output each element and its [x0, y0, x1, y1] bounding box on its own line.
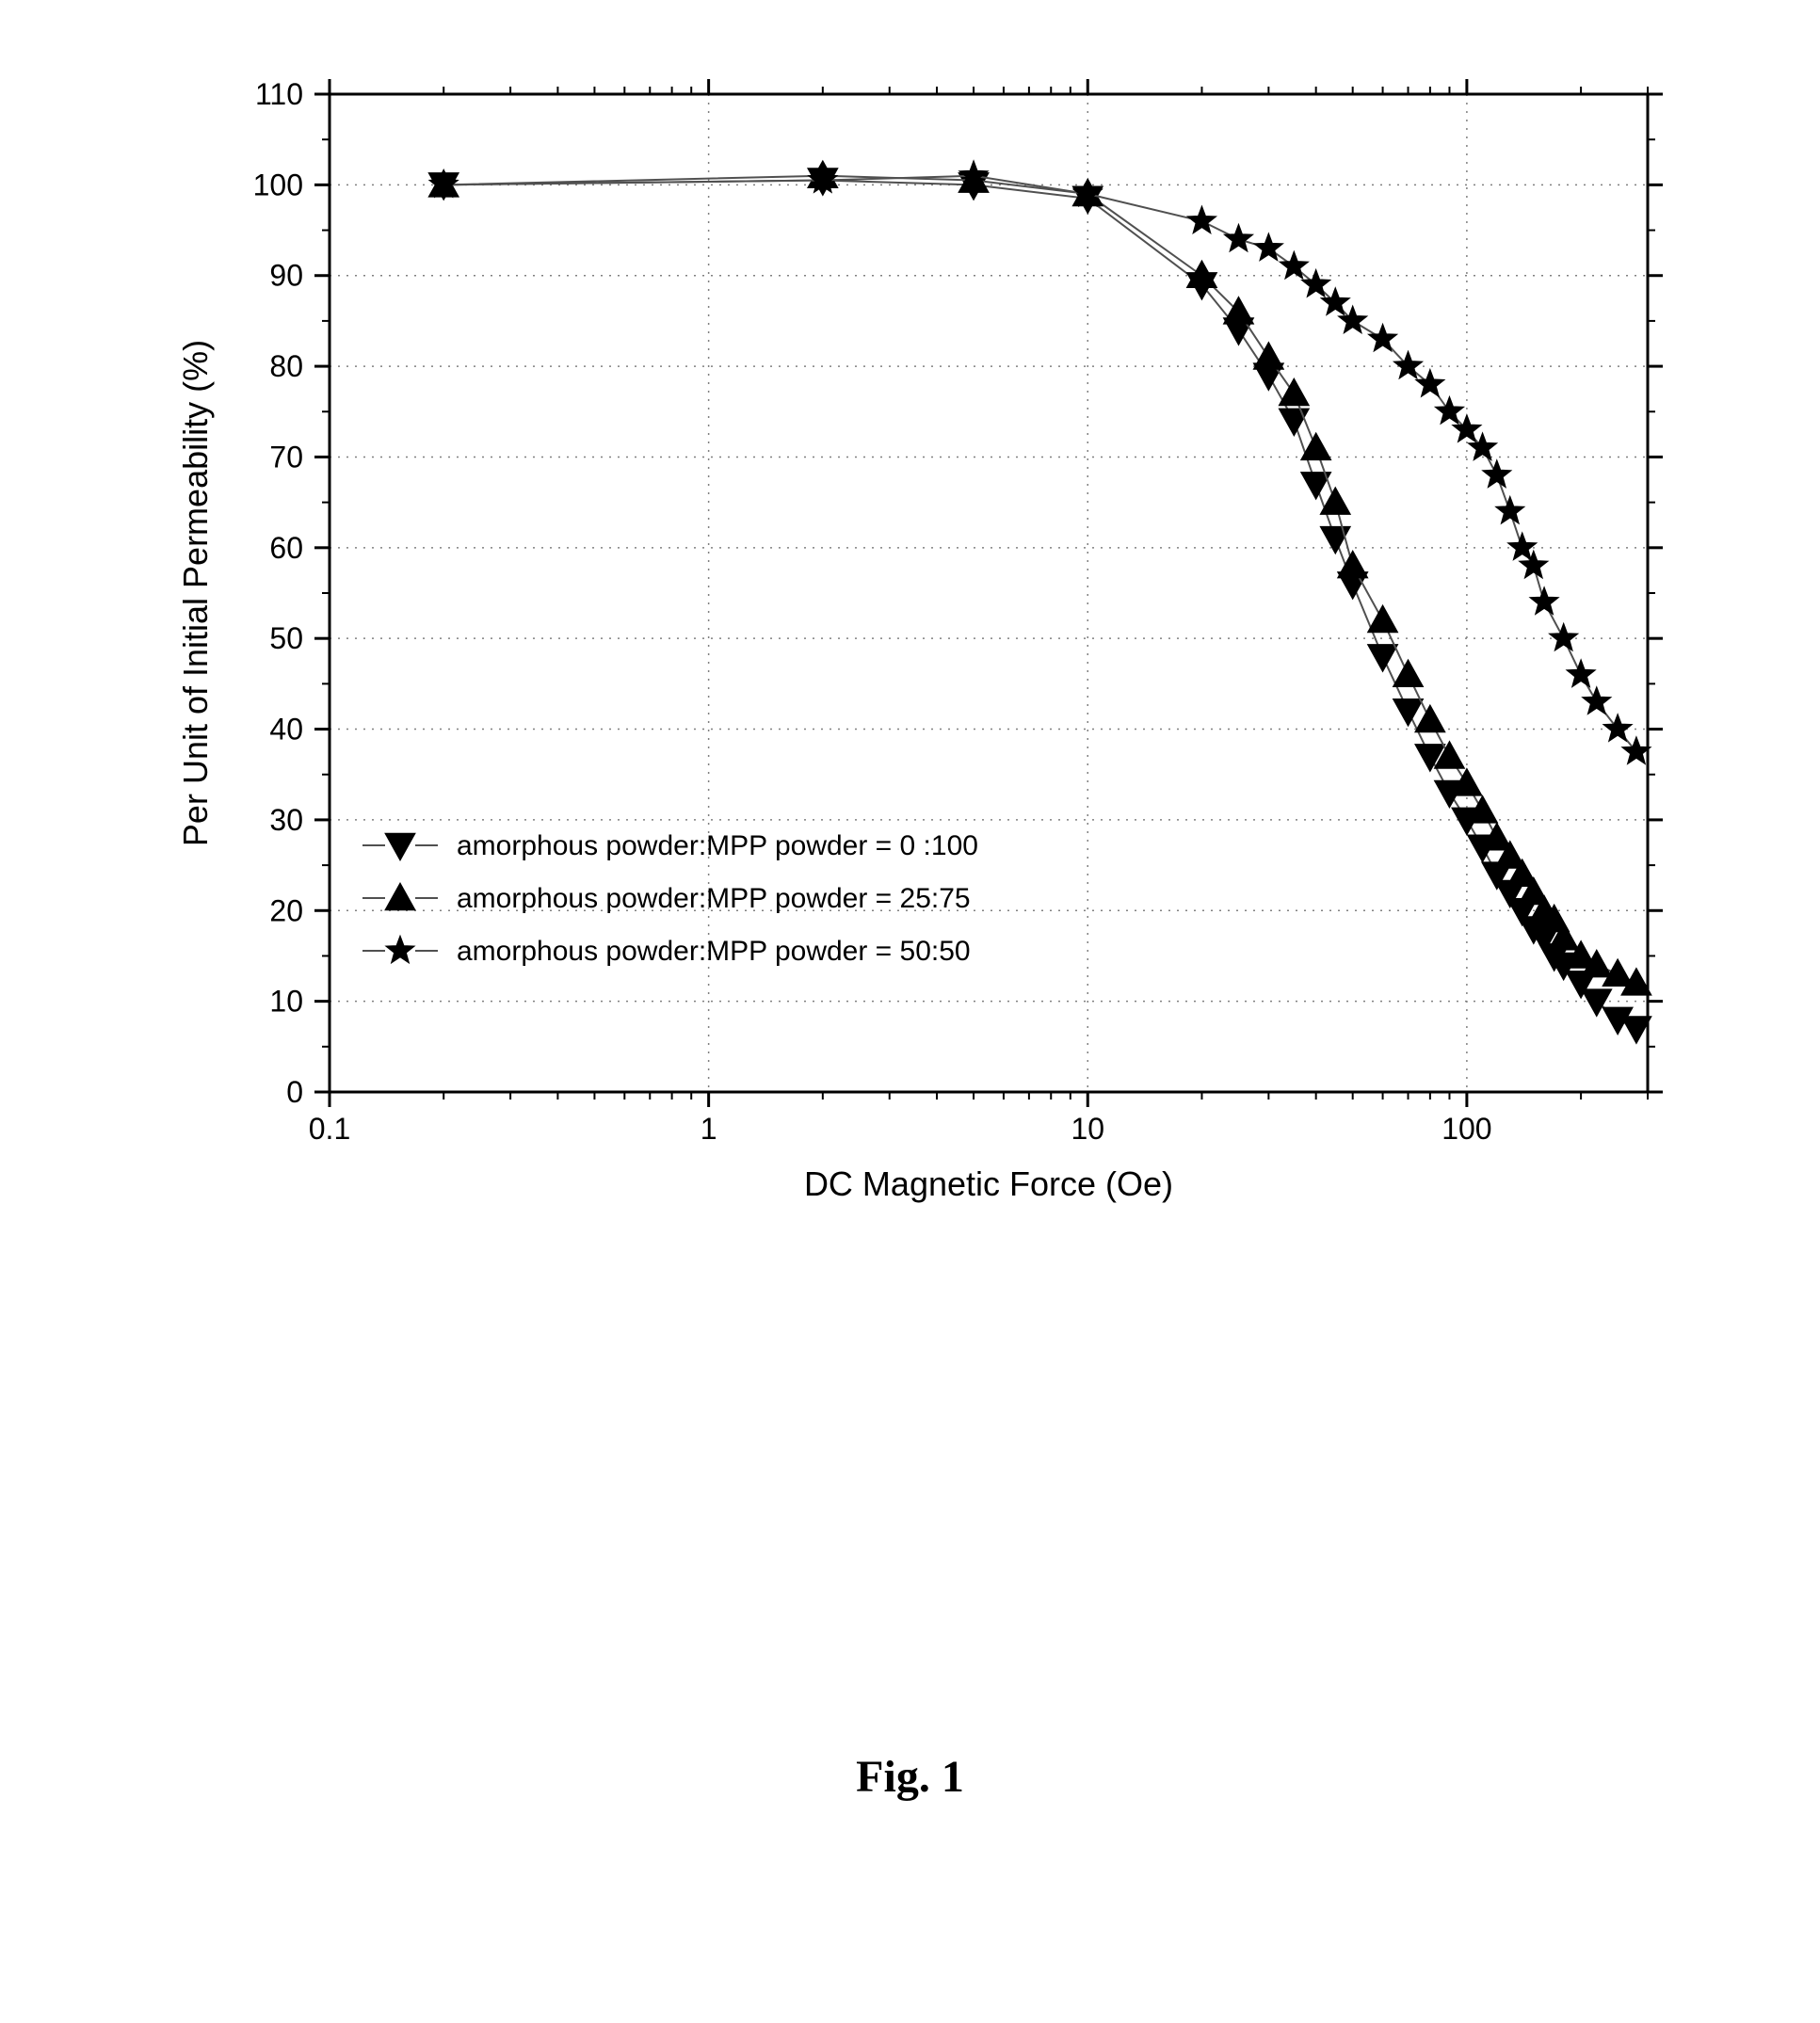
ytick-label: 30: [269, 803, 303, 837]
series-marker: [1483, 460, 1511, 488]
ytick-label: 100: [253, 168, 303, 201]
series-marker: [1393, 698, 1424, 726]
series-marker: [1583, 687, 1611, 714]
series-marker: [1321, 288, 1349, 315]
ytick-label: 20: [269, 893, 303, 927]
series-marker: [1393, 660, 1424, 687]
xlabel: DC Magnetic Force (Oe): [804, 1164, 1173, 1203]
ytick-label: 110: [255, 77, 303, 111]
series-marker: [1301, 433, 1331, 460]
series-marker: [1435, 396, 1463, 424]
series-marker: [1187, 206, 1216, 233]
xtick-label: 0.1: [309, 1112, 350, 1146]
xtick-label: 10: [1071, 1112, 1104, 1146]
series-marker: [1279, 409, 1309, 436]
legend-marker: [385, 883, 415, 910]
series-marker: [1416, 369, 1444, 396]
ytick-label: 10: [269, 985, 303, 1019]
figure-caption: Fig. 1: [0, 1751, 1820, 1803]
series-marker: [1549, 623, 1577, 650]
legend-label: amorphous powder:MPP powder = 25:75: [457, 883, 971, 914]
series-marker: [1567, 660, 1595, 687]
ytick-label: 80: [269, 349, 303, 383]
series-line: [443, 176, 1636, 984]
series-marker: [1253, 342, 1283, 369]
chart-svg: 01020304050607080901001100.1110100DC Mag…: [113, 56, 1714, 1224]
ytick-label: 70: [269, 440, 303, 474]
xtick-label: 100: [1442, 1112, 1491, 1146]
legend-label: amorphous powder:MPP powder = 50:50: [457, 936, 971, 967]
ytick-label: 50: [269, 621, 303, 655]
series-marker: [1368, 645, 1398, 672]
ytick-label: 60: [269, 531, 303, 565]
xtick-label: 1: [701, 1112, 717, 1146]
ylabel: Per Unit of Initial Permeability (%): [176, 340, 215, 846]
chart-container: 01020304050607080901001100.1110100DC Mag…: [113, 56, 1714, 1224]
series-marker: [1368, 605, 1398, 633]
series-line: [443, 176, 1636, 752]
series-marker: [1368, 324, 1396, 351]
legend-marker: [386, 936, 414, 963]
legend-label: amorphous powder:MPP powder = 0 :100: [457, 830, 978, 861]
series-marker: [1279, 378, 1309, 406]
legend-marker: [385, 833, 415, 860]
series-marker: [1224, 224, 1252, 251]
series-marker: [1320, 488, 1350, 515]
page-root: 01020304050607080901001100.1110100DC Mag…: [0, 0, 1820, 2023]
ytick-label: 0: [286, 1075, 303, 1109]
series-marker: [1530, 587, 1558, 615]
series-marker: [1603, 714, 1632, 742]
ytick-label: 90: [269, 259, 303, 293]
series-marker: [1496, 496, 1524, 523]
ytick-label: 40: [269, 713, 303, 747]
series-marker: [1415, 705, 1445, 732]
